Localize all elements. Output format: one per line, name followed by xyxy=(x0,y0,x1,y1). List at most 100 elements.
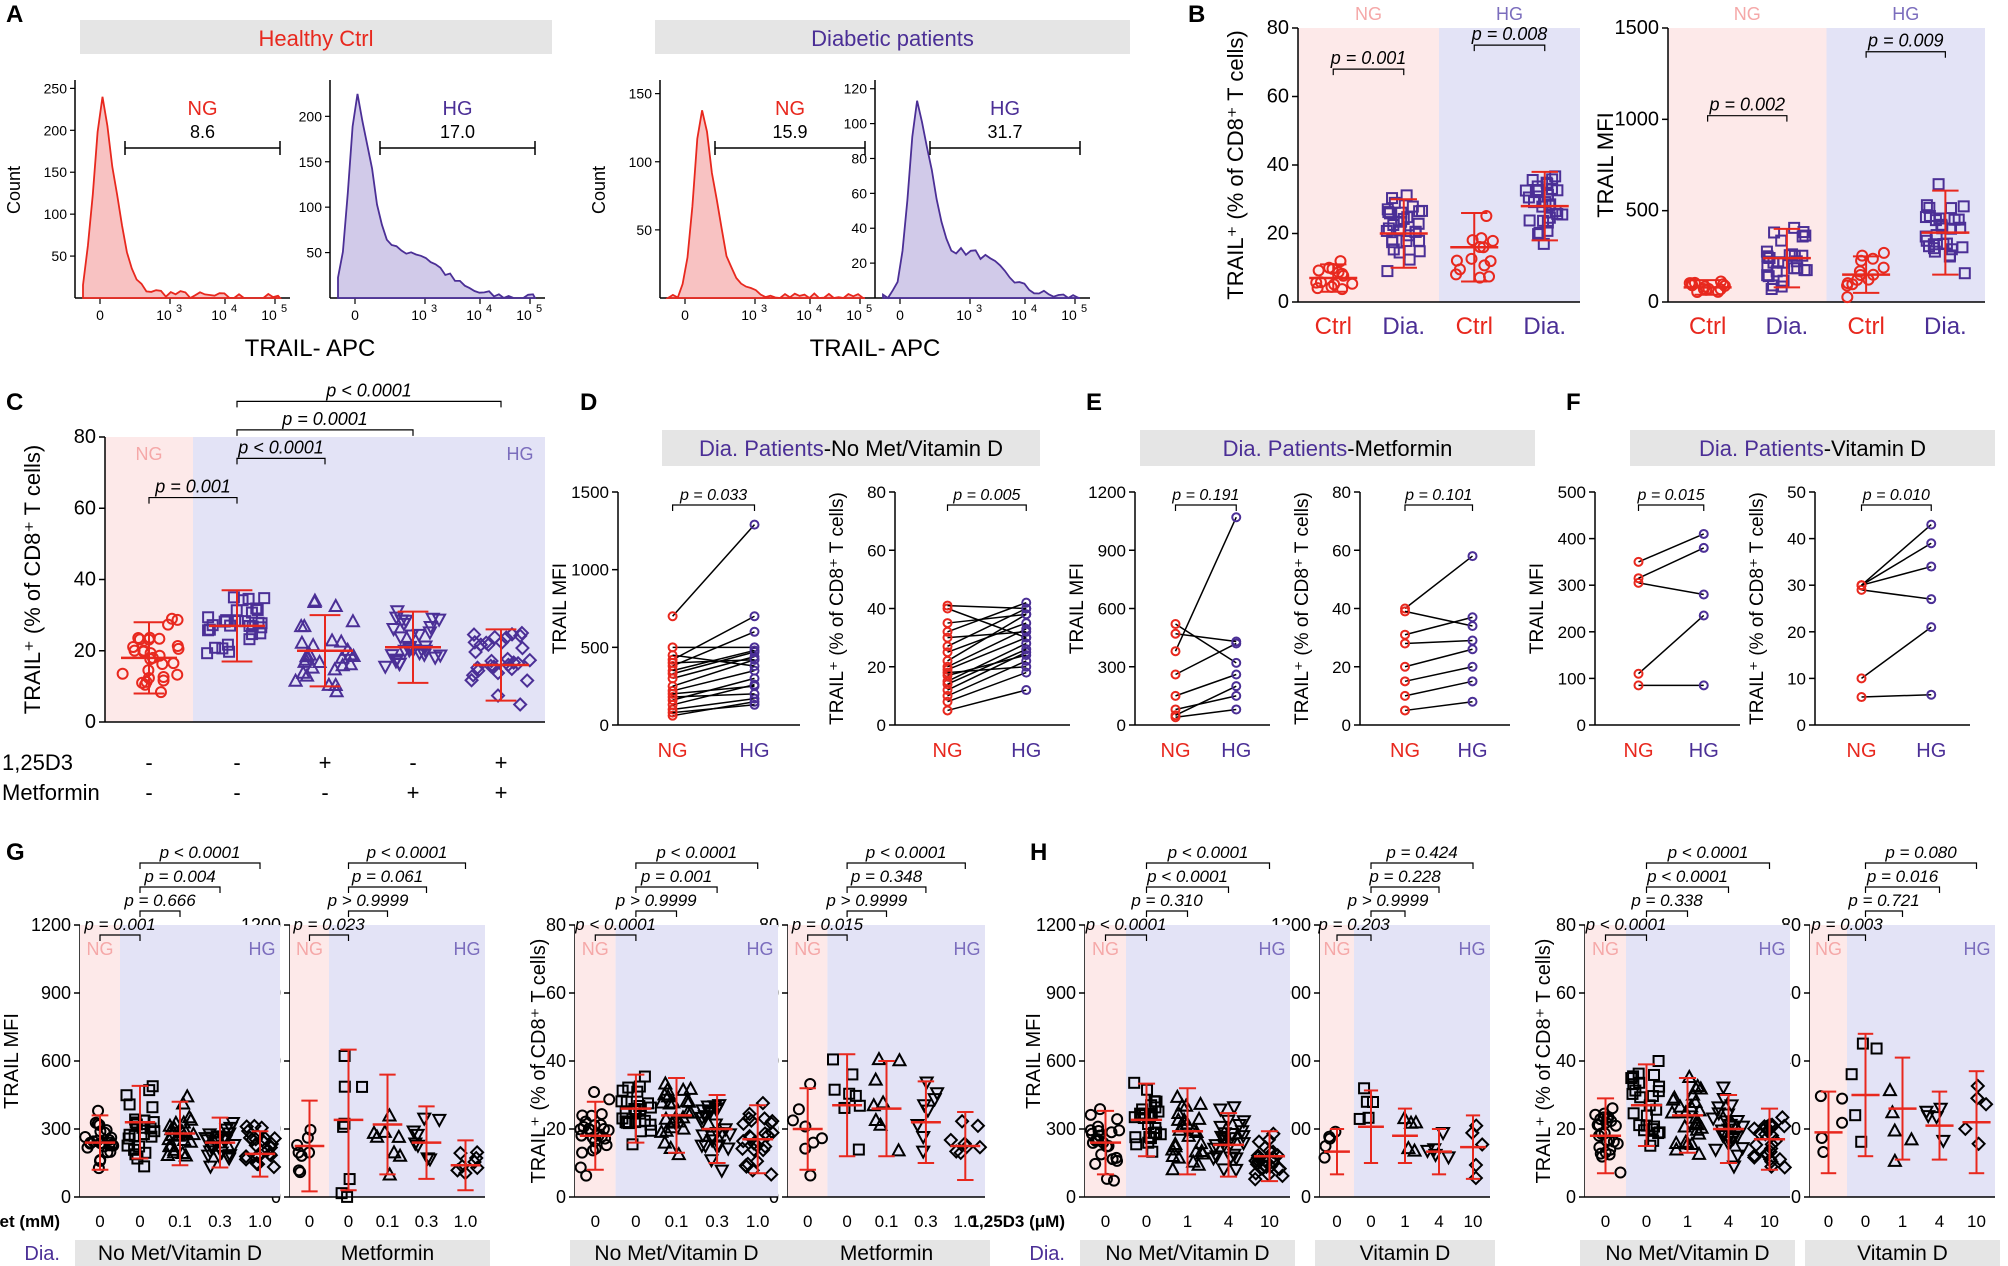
ng-point xyxy=(1400,705,1410,716)
y-tick-label: 1500 xyxy=(1615,17,1660,39)
y-tick-label: 60 xyxy=(74,497,96,519)
data-point xyxy=(927,1093,943,1108)
data-point xyxy=(827,1053,840,1066)
data-point xyxy=(1248,1165,1264,1181)
data-point xyxy=(504,661,520,677)
pair-line xyxy=(1175,708,1237,718)
p-value-label: p = 0.015 xyxy=(791,915,864,934)
gate-percentage: 15.9 xyxy=(772,122,807,142)
hg-point xyxy=(749,665,760,676)
ng-point xyxy=(1400,690,1410,701)
x-tick-label: 10 xyxy=(1464,1212,1483,1231)
pair-line xyxy=(1404,700,1473,712)
pair-line xyxy=(672,697,755,711)
hg-point xyxy=(1698,528,1709,539)
hg-point xyxy=(1021,644,1032,655)
y-tick-label: 80 xyxy=(74,426,96,448)
ng-point xyxy=(1633,573,1644,584)
stat-bracket xyxy=(1645,862,1771,869)
hg-point xyxy=(749,645,760,656)
stat-bracket xyxy=(1370,862,1474,869)
ng-point xyxy=(1400,606,1410,617)
x-tick-label: 1.0 xyxy=(248,1212,272,1231)
data-point xyxy=(1362,1111,1375,1124)
data-point xyxy=(522,652,538,668)
data-point xyxy=(335,1187,348,1200)
data-point xyxy=(663,1119,679,1134)
pair-line xyxy=(672,615,755,661)
stat-bracket xyxy=(594,934,637,941)
pair-line xyxy=(947,622,1027,653)
pair-line xyxy=(947,636,1027,671)
data-point xyxy=(1681,1068,1697,1083)
data-point xyxy=(918,1076,935,1091)
data-point xyxy=(422,626,438,641)
x-tick-label: 0.3 xyxy=(914,1212,938,1231)
data-point xyxy=(658,1110,674,1125)
ng-point xyxy=(1170,690,1181,701)
data-point xyxy=(107,1139,120,1152)
stat-bracket xyxy=(1404,504,1474,511)
pair-line xyxy=(1404,639,1473,645)
ng-label: NG xyxy=(1092,939,1119,959)
data-point xyxy=(1413,245,1426,258)
data-point xyxy=(295,664,311,679)
y-tick-label: 60 xyxy=(867,541,886,560)
hg-point xyxy=(1021,609,1032,620)
pair-line xyxy=(1175,695,1237,711)
x-axis-label: TRAIL- APC xyxy=(245,335,376,362)
data-point xyxy=(338,1080,351,1093)
group-label-bg xyxy=(75,1240,285,1266)
x-tick-label: 10 xyxy=(796,307,812,323)
p-value-label: p < 0.0001 xyxy=(1667,843,1749,862)
data-point xyxy=(1084,1108,1097,1121)
data-point xyxy=(1465,252,1478,265)
data-point xyxy=(708,1118,724,1133)
x-tick-label: 1 xyxy=(1400,1212,1409,1231)
data-point xyxy=(1903,1131,1920,1146)
p-value-label: p = 0.015 xyxy=(1637,487,1705,504)
group-header-title: Dia. Patients-Vitamin D xyxy=(1699,436,1926,461)
data-point xyxy=(392,1147,408,1162)
data-point xyxy=(1866,252,1879,265)
data-point xyxy=(1648,1068,1661,1081)
y-tick-label: 0 xyxy=(1791,1187,1801,1207)
data-point xyxy=(128,644,141,657)
y-tick-label: 20 xyxy=(74,640,96,662)
row-value: + xyxy=(319,750,332,775)
data-point xyxy=(757,1111,772,1126)
x-tick-label: 0.3 xyxy=(705,1212,729,1231)
ng-point xyxy=(667,695,678,706)
data-point xyxy=(852,1143,865,1156)
data-point xyxy=(1226,1101,1242,1116)
group-label: Metformin xyxy=(341,1242,434,1265)
data-point xyxy=(217,1131,233,1146)
data-point xyxy=(1726,1160,1742,1175)
y-axis-label: TRAIL MFI xyxy=(1527,563,1548,654)
data-point xyxy=(1685,1086,1701,1101)
panel-letter-b: B xyxy=(1188,1,1205,28)
stat-bracket xyxy=(236,429,414,436)
stat-bracket xyxy=(1145,910,1189,917)
x-tick-label: 0.3 xyxy=(208,1212,232,1231)
header-blue: Dia. Patients xyxy=(1699,436,1824,461)
group-label: No Met/Vitamin D xyxy=(1605,1242,1769,1265)
y-tick-label: 80 xyxy=(1267,17,1289,39)
dia-label: Dia. xyxy=(1029,1243,1065,1265)
hg-point xyxy=(749,699,760,710)
x-tick-label: 10 xyxy=(1760,1212,1779,1231)
data-point xyxy=(356,1080,369,1093)
hg-point xyxy=(1021,667,1032,678)
y-tick-label: 50 xyxy=(1787,483,1806,502)
histogram-curve xyxy=(664,110,865,300)
x-tick-label: 1 xyxy=(1183,1212,1192,1231)
data-point xyxy=(1113,1124,1126,1137)
data-point xyxy=(1089,1157,1102,1170)
dia-label: Dia. xyxy=(24,1243,60,1265)
y-tick-label: 40 xyxy=(1787,530,1806,549)
gate-percentage: 8.6 xyxy=(190,122,215,142)
stat-bracket xyxy=(807,934,848,941)
x-label-ng: NG xyxy=(1161,740,1191,762)
data-point xyxy=(411,628,427,643)
y-tick-label: 150 xyxy=(629,86,653,102)
